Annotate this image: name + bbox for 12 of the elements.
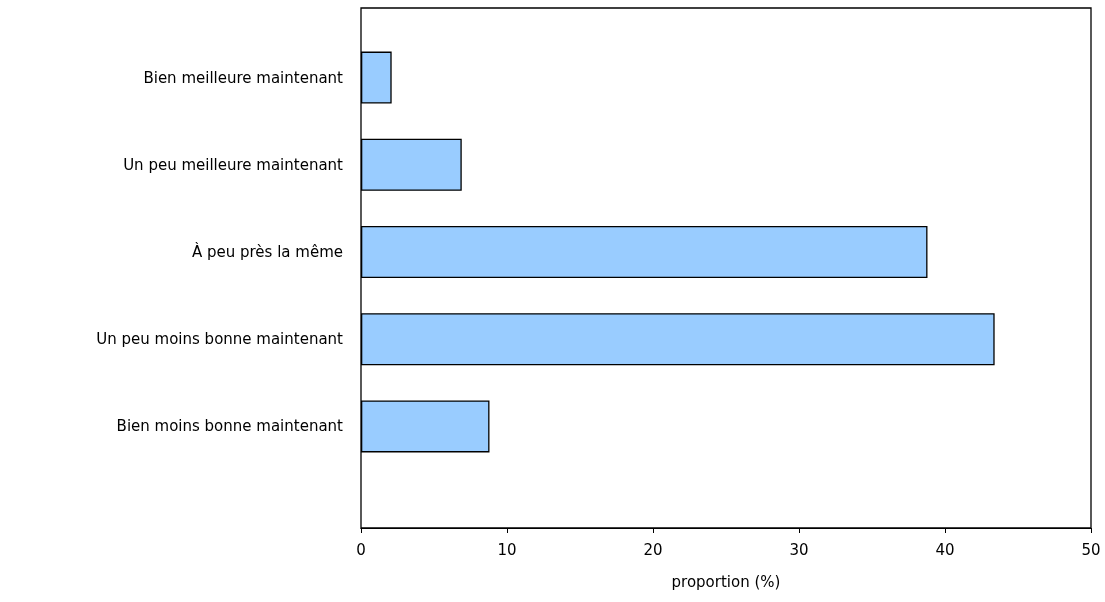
x-tick-label: 20 bbox=[643, 540, 663, 559]
y-tick-label: Bien meilleure maintenant bbox=[143, 68, 344, 87]
x-tick-label: 10 bbox=[497, 540, 517, 559]
y-tick-label: À peu près la même bbox=[191, 242, 343, 261]
y-tick-label: Un peu meilleure maintenant bbox=[123, 155, 344, 174]
x-tick-label: 0 bbox=[356, 540, 366, 559]
x-tick-label: 50 bbox=[1081, 540, 1101, 559]
x-axis-title: proportion (%) bbox=[671, 572, 781, 591]
x-tick-label: 30 bbox=[789, 540, 809, 559]
y-tick-label: Bien moins bonne maintenant bbox=[116, 417, 344, 436]
x-tick-label: 40 bbox=[935, 540, 955, 559]
y-tick-label: Un peu moins bonne maintenant bbox=[96, 330, 344, 349]
